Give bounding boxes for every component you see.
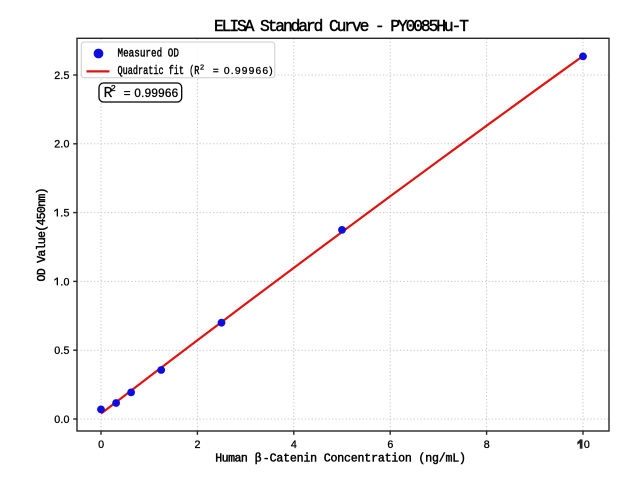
svg-text:R: R <box>104 85 113 102</box>
svg-text:Quadratic fit (R: Quadratic fit (R <box>118 65 200 79</box>
svg-text:Human: Human <box>215 453 248 466</box>
svg-text:OD Value(450nm): OD Value(450nm) <box>36 188 49 282</box>
svg-text:4: 4 <box>291 439 297 451</box>
svg-text:0.5: 0.5 <box>54 345 69 357</box>
svg-text:8: 8 <box>484 439 490 451</box>
svg-text:2: 2 <box>111 83 116 93</box>
svg-text:-Catenin Concentration (ng/mL): -Catenin Concentration (ng/mL) <box>263 453 466 466</box>
svg-text:0: 0 <box>584 439 590 451</box>
svg-text:2: 2 <box>195 439 201 451</box>
svg-text:β: β <box>255 453 262 466</box>
svg-text:6: 6 <box>387 439 393 451</box>
svg-text:2: 2 <box>200 63 204 72</box>
svg-text:2.0: 2.0 <box>54 139 69 151</box>
svg-text:2.5: 2.5 <box>54 70 69 82</box>
svg-text:= 0.99966: = 0.99966 <box>124 87 179 100</box>
svg-text:Measured OD: Measured OD <box>118 47 179 60</box>
svg-text:= 0.99966): = 0.99966) <box>213 66 274 77</box>
svg-text:0: 0 <box>98 439 104 451</box>
svg-text:ELISA Standard Curve - PY0085H: ELISA Standard Curve - PY0085Hu-T <box>214 17 469 36</box>
svg-text:.5: .5 <box>60 208 69 220</box>
svg-text:.0: .0 <box>60 276 69 288</box>
svg-text:0.0: 0.0 <box>54 414 69 426</box>
